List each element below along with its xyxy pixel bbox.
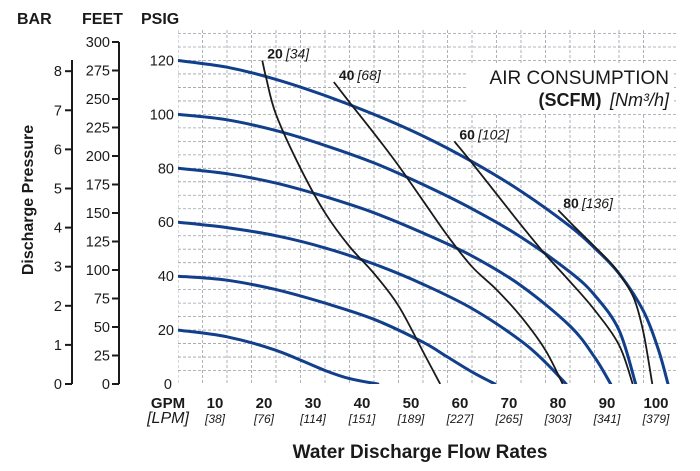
x-tick-lpm: [151] (348, 412, 376, 426)
pressure-curve-6 (178, 59, 670, 384)
feet-tick-label: 150 (86, 206, 110, 222)
psig-tick-label: 100 (150, 107, 174, 123)
bar-tick-label: 7 (54, 103, 62, 119)
pressure-curve-1 (178, 328, 380, 384)
air-consumption-unit-scfm: (SCFM) (539, 90, 602, 110)
air-consumption-title: AIR CONSUMPTION (490, 68, 669, 89)
x-tick-gpm: 30 (305, 395, 322, 412)
x-tick-gpm: 10 (207, 395, 224, 412)
air-consumption-line-20 (261, 60, 441, 384)
feet-tick-label: 125 (86, 235, 110, 251)
header-psig: PSIG (141, 11, 179, 28)
bar-tick-label: 8 (54, 64, 62, 80)
psig-tick-label: 120 (150, 53, 174, 69)
air-line-label-40: 40 [68] (339, 67, 382, 83)
feet-tick-label: 250 (86, 92, 110, 108)
x-tick-gpm: 60 (452, 395, 469, 412)
x-tick-lpm: [341] (593, 412, 621, 426)
feet-tick-label: 275 (86, 64, 110, 80)
x-tick-gpm: 50 (403, 395, 420, 412)
bar-tick-label: 1 (54, 338, 62, 354)
air-line-label-20: 20 [34] (267, 45, 310, 61)
x-tick-gpm: 90 (599, 395, 616, 412)
air-line-label-80: 80 [136] (563, 195, 614, 211)
x-origin-label: 0 (164, 377, 172, 393)
x-tick-lpm: [265] (495, 412, 523, 426)
air-consumption-line-80 (557, 209, 654, 384)
y-axis-title: Discharge Pressure (20, 125, 37, 275)
x-tick-lpm: [227] (446, 412, 474, 426)
feet-tick-label: 75 (94, 292, 110, 308)
feet-tick-label: 175 (86, 178, 110, 194)
x-tick-lpm: [76] (253, 412, 275, 426)
air-consumption-line-40 (333, 81, 564, 384)
air-line-label-60: 60 [102] (459, 126, 510, 142)
pressure-curve-3 (178, 220, 568, 384)
air-consumption-legend: AIR CONSUMPTION (SCFM) [Nm³/h] (468, 64, 674, 114)
feet-tick-label: 0 (102, 377, 110, 393)
bar-tick-label: 5 (54, 181, 62, 197)
bar-tick-label: 3 (54, 260, 62, 276)
psig-tick-label: 40 (158, 269, 174, 285)
air-consumption-line-60 (453, 140, 634, 384)
svg-text:(SCFM) [Nm³/h]: (SCFM) [Nm³/h] (539, 90, 670, 110)
psig-tick-label: 20 (158, 323, 174, 339)
psig-tick-label: 80 (158, 161, 174, 177)
x-tick-gpm: 70 (501, 395, 518, 412)
feet-tick-label: 225 (86, 121, 110, 137)
x-tick-gpm: 100 (643, 395, 668, 412)
x-tick-gpm: 40 (354, 395, 371, 412)
bar-tick-label: 4 (54, 221, 62, 237)
x-tick-gpm: 80 (550, 395, 567, 412)
x-tick-lpm: [379] (642, 412, 670, 426)
bar-tick-label: 6 (54, 142, 62, 158)
feet-tick-label: 200 (86, 149, 110, 165)
pressure-curve-2 (178, 274, 497, 384)
feet-tick-label: 50 (94, 320, 110, 336)
pressure-curve-4 (178, 166, 613, 384)
x-unit-lpm: [LPM] (146, 410, 189, 427)
x-unit-gpm: GPM (151, 395, 185, 412)
pressure-curve-5 (178, 112, 638, 384)
header-bar: BAR (17, 11, 52, 28)
x-tick-gpm: 20 (256, 395, 273, 412)
psig-tick-label: 60 (158, 215, 174, 231)
feet-tick-label: 25 (94, 349, 110, 365)
air-consumption-unit-nm3h: [Nm³/h] (609, 90, 670, 110)
feet-tick-label: 100 (86, 263, 110, 279)
bar-tick-label: 2 (54, 299, 62, 315)
x-tick-lpm: [114] (299, 412, 326, 426)
feet-tick-label: 300 (86, 35, 110, 51)
x-tick-lpm: [189] (397, 412, 425, 426)
x-axis-title: Water Discharge Flow Rates (293, 442, 548, 463)
bar-tick-label: 0 (54, 377, 62, 393)
header-feet: FEET (82, 11, 123, 28)
x-tick-lpm: [38] (204, 412, 226, 426)
x-tick-lpm: [303] (544, 412, 572, 426)
